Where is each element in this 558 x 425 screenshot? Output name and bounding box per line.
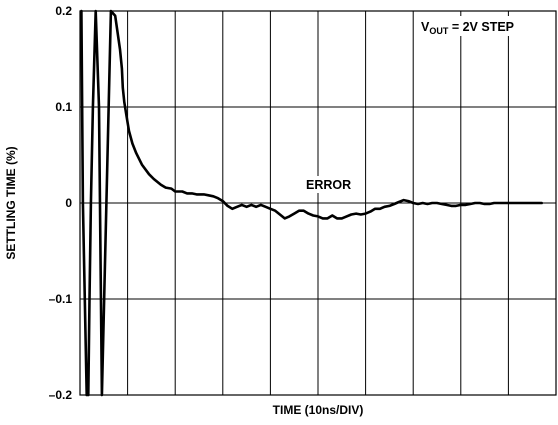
condition-label: VOUT = 2V STEP	[421, 20, 514, 36]
y-axis-label: SETTLING TIME (%)	[4, 146, 18, 259]
x-axis-label: TIME (10ns/DIV)	[273, 403, 364, 417]
condition-label-background	[416, 16, 552, 36]
y-tick-label: –0.1	[49, 292, 73, 306]
y-tick-labels: 0.2 0.1 0 –0.1 –0.2	[49, 4, 73, 402]
error-label: ERROR	[306, 178, 351, 192]
series-error-line	[80, 9, 543, 397]
plot-frame	[79, 10, 557, 396]
error-label-background	[302, 176, 362, 193]
y-tick-label: 0	[65, 196, 72, 210]
y-tick-label: 0.1	[55, 100, 72, 114]
y-tick-label: 0.2	[55, 4, 72, 18]
y-tick-label: –0.2	[49, 388, 73, 402]
